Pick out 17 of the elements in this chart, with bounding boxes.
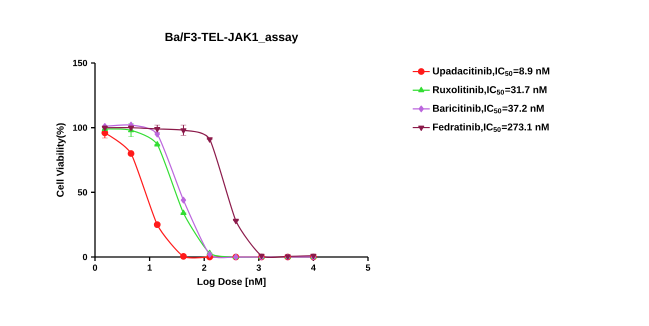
- x-tick-label: 2: [202, 264, 206, 271]
- x-tick-label: 3: [256, 264, 261, 271]
- legend-label: Fedratinib,IC$_{50}$=273.1 nM: [433, 123, 549, 132]
- y-tick-label: 50: [78, 189, 88, 196]
- x-axis-title: Log Dose [nM]: [198, 278, 266, 288]
- y-tick-label: 100: [73, 124, 88, 131]
- legend-label: Baricitinib,IC$_{50}$=37.2 nM: [433, 104, 544, 114]
- x-tick-label: 1: [148, 264, 152, 271]
- x-tick-label: 5: [366, 264, 370, 271]
- y-axis-title: Cell Viability(%): [56, 123, 66, 197]
- x-tick-label: 4: [311, 264, 316, 271]
- legend-label: Ruxolitinib,IC$_{50}$=31.7 nM: [433, 86, 546, 95]
- y-tick-label: 0: [82, 254, 88, 260]
- chart-title: Ba/F3-TEL-JAK1_assay: [166, 32, 298, 44]
- x-tick-label: 0: [92, 264, 98, 271]
- legend-label: Upadacitinib,IC$_{50}$=8.9 nM: [432, 67, 550, 76]
- y-tick-label: 150: [73, 60, 88, 66]
